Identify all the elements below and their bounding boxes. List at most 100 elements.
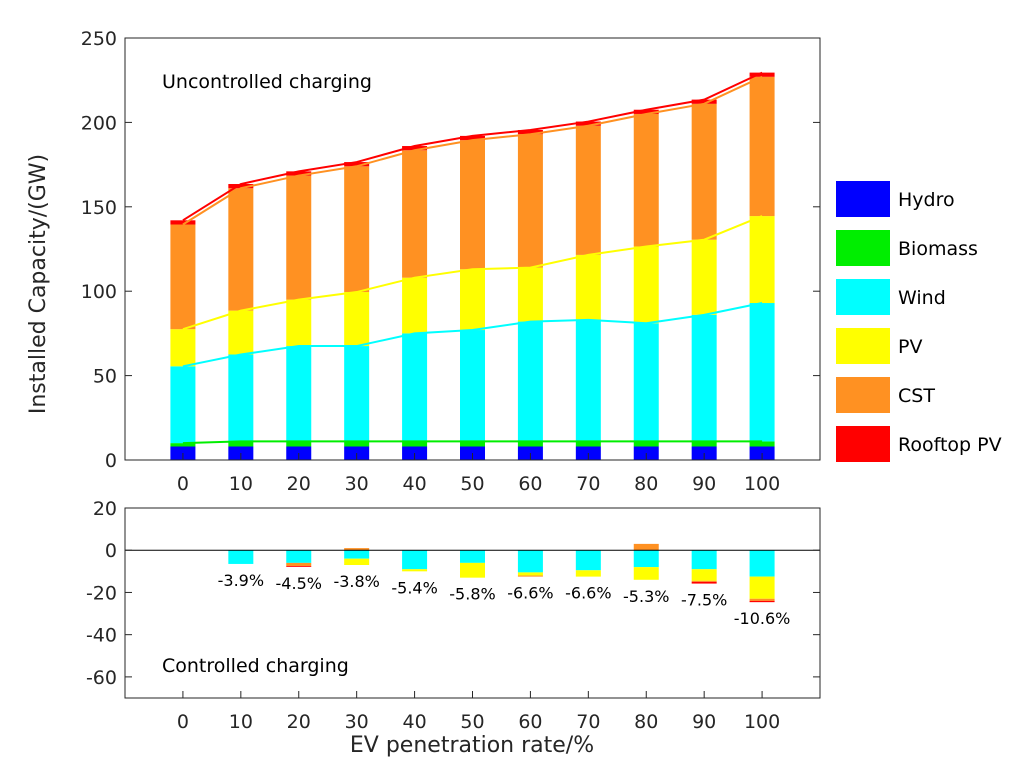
legend-label-wind: Wind xyxy=(898,287,946,309)
bar-rooftop-pv-30 xyxy=(344,162,370,167)
bar-wind-60 xyxy=(517,321,543,442)
bar-biomass-50 xyxy=(460,441,485,447)
delta-bar-pv-50 xyxy=(460,562,485,578)
delta-bar-pv-80 xyxy=(633,567,659,580)
bar-rooftop-pv-0 xyxy=(170,220,196,225)
bar-rooftop-pv-50 xyxy=(460,135,485,141)
delta-bar-wind-10 xyxy=(228,550,254,564)
trend-line-biomass xyxy=(182,440,763,445)
upper-y-ticks: 0 50 100 150 200 250 xyxy=(81,28,820,472)
y-tick-label: 150 xyxy=(81,197,117,219)
x-tick-label: 90 xyxy=(692,473,716,495)
delta-bar-rooftop-pv-100 xyxy=(749,600,775,603)
delta-bar-cst-80 xyxy=(633,543,659,551)
delta-bar-cst-60 xyxy=(517,575,543,577)
lower-panel-label: Controlled charging xyxy=(162,655,349,677)
bar-cst-90 xyxy=(691,103,717,240)
bar-rooftop-pv-80 xyxy=(633,109,659,114)
bar-biomass-90 xyxy=(691,441,717,447)
bar-pv-60 xyxy=(517,267,543,322)
bar-wind-100 xyxy=(749,303,775,442)
bar-pv-30 xyxy=(344,292,370,347)
percent-annotation: -6.6% xyxy=(507,584,553,603)
delta-bar-pv-30 xyxy=(344,558,370,565)
percent-annotation: -3.8% xyxy=(333,572,379,591)
bar-cst-60 xyxy=(517,134,543,268)
trend-line-pv xyxy=(182,215,763,331)
trend-line-wind xyxy=(182,302,763,368)
upper-panel-bars xyxy=(170,72,775,460)
bar-cst-10 xyxy=(228,188,254,311)
bar-cst-0 xyxy=(170,224,196,330)
legend-swatch-rooftop-pv xyxy=(836,426,890,462)
y-tick-label: 50 xyxy=(93,366,117,388)
bar-cst-80 xyxy=(633,113,659,247)
percent-annotation: -3.9% xyxy=(218,571,264,590)
delta-bar-wind-50 xyxy=(460,550,485,563)
delta-bar-wind-40 xyxy=(402,550,428,570)
lower-y-ticks: 20 0 -20 -40 -60 xyxy=(86,498,820,689)
legend: Hydro Biomass Wind PV CST Rooftop PV xyxy=(836,181,1002,462)
bar-cst-30 xyxy=(344,166,370,293)
x-axis-title: EV penetration rate/% xyxy=(350,733,594,758)
bar-pv-90 xyxy=(691,239,717,315)
legend-label-hydro: Hydro xyxy=(898,189,955,211)
percent-annotation: -5.3% xyxy=(623,587,669,606)
delta-bar-cst-100 xyxy=(749,598,775,601)
bar-cst-50 xyxy=(460,140,485,270)
bar-wind-40 xyxy=(402,333,428,442)
legend-swatch-hydro xyxy=(836,181,890,217)
bar-biomass-60 xyxy=(517,441,543,447)
bar-wind-90 xyxy=(691,314,717,442)
bar-wind-50 xyxy=(460,330,485,442)
x-tick-label: 30 xyxy=(345,711,369,733)
delta-bar-pv-60 xyxy=(517,572,543,576)
bar-cst-40 xyxy=(402,150,428,278)
y-tick-label: -40 xyxy=(86,625,117,647)
percent-annotation: -6.6% xyxy=(565,584,611,603)
bar-biomass-80 xyxy=(633,441,659,447)
legend-label-rooftop-pv: Rooftop PV xyxy=(898,434,1002,456)
bar-cst-100 xyxy=(749,76,775,217)
delta-bar-pv-40 xyxy=(402,569,428,572)
bar-cst-70 xyxy=(575,125,601,255)
x-tick-label: 10 xyxy=(229,711,253,733)
x-tick-label: 50 xyxy=(460,711,484,733)
x-tick-label: 60 xyxy=(518,711,542,733)
y-tick-label: 250 xyxy=(81,28,117,50)
bar-wind-20 xyxy=(286,346,312,442)
x-tick-label: 20 xyxy=(287,473,311,495)
bar-pv-20 xyxy=(286,299,312,347)
delta-bar-wind-20 xyxy=(286,550,312,563)
legend-swatch-cst xyxy=(836,377,890,413)
bar-rooftop-pv-20 xyxy=(286,171,312,176)
bar-pv-10 xyxy=(228,310,254,355)
x-tick-label: 0 xyxy=(177,473,189,495)
y-tick-label: -60 xyxy=(86,667,117,689)
upper-panel-label: Uncontrolled charging xyxy=(162,71,372,93)
bar-rooftop-pv-70 xyxy=(575,121,601,126)
x-tick-label: 60 xyxy=(518,473,542,495)
lower-x-ticks: 0 10 20 30 40 50 60 70 80 90 100 xyxy=(177,691,780,733)
y-tick-label: 0 xyxy=(105,540,117,562)
delta-bar-wind-80 xyxy=(633,550,659,568)
x-tick-label: 100 xyxy=(744,711,780,733)
legend-label-cst: CST xyxy=(898,385,935,407)
trend-line-rooftop-pv xyxy=(182,71,763,222)
upper-panel-trend-lines xyxy=(182,71,763,445)
bar-pv-40 xyxy=(402,277,428,334)
bar-wind-30 xyxy=(344,346,370,442)
percent-annotation: -4.5% xyxy=(276,574,322,593)
delta-bar-wind-60 xyxy=(517,550,543,573)
delta-bar-rooftop-pv-90 xyxy=(691,581,717,584)
upper-x-ticks: 0 10 20 30 40 50 60 70 80 90 100 xyxy=(177,453,780,495)
delta-bar-wind-90 xyxy=(691,550,717,570)
x-tick-label: 0 xyxy=(177,711,189,733)
bar-rooftop-pv-60 xyxy=(517,129,543,135)
x-tick-label: 40 xyxy=(402,711,426,733)
percent-annotation: -10.6% xyxy=(734,609,791,628)
x-tick-label: 100 xyxy=(744,473,780,495)
bar-pv-80 xyxy=(633,246,659,324)
bar-rooftop-pv-10 xyxy=(228,184,254,189)
